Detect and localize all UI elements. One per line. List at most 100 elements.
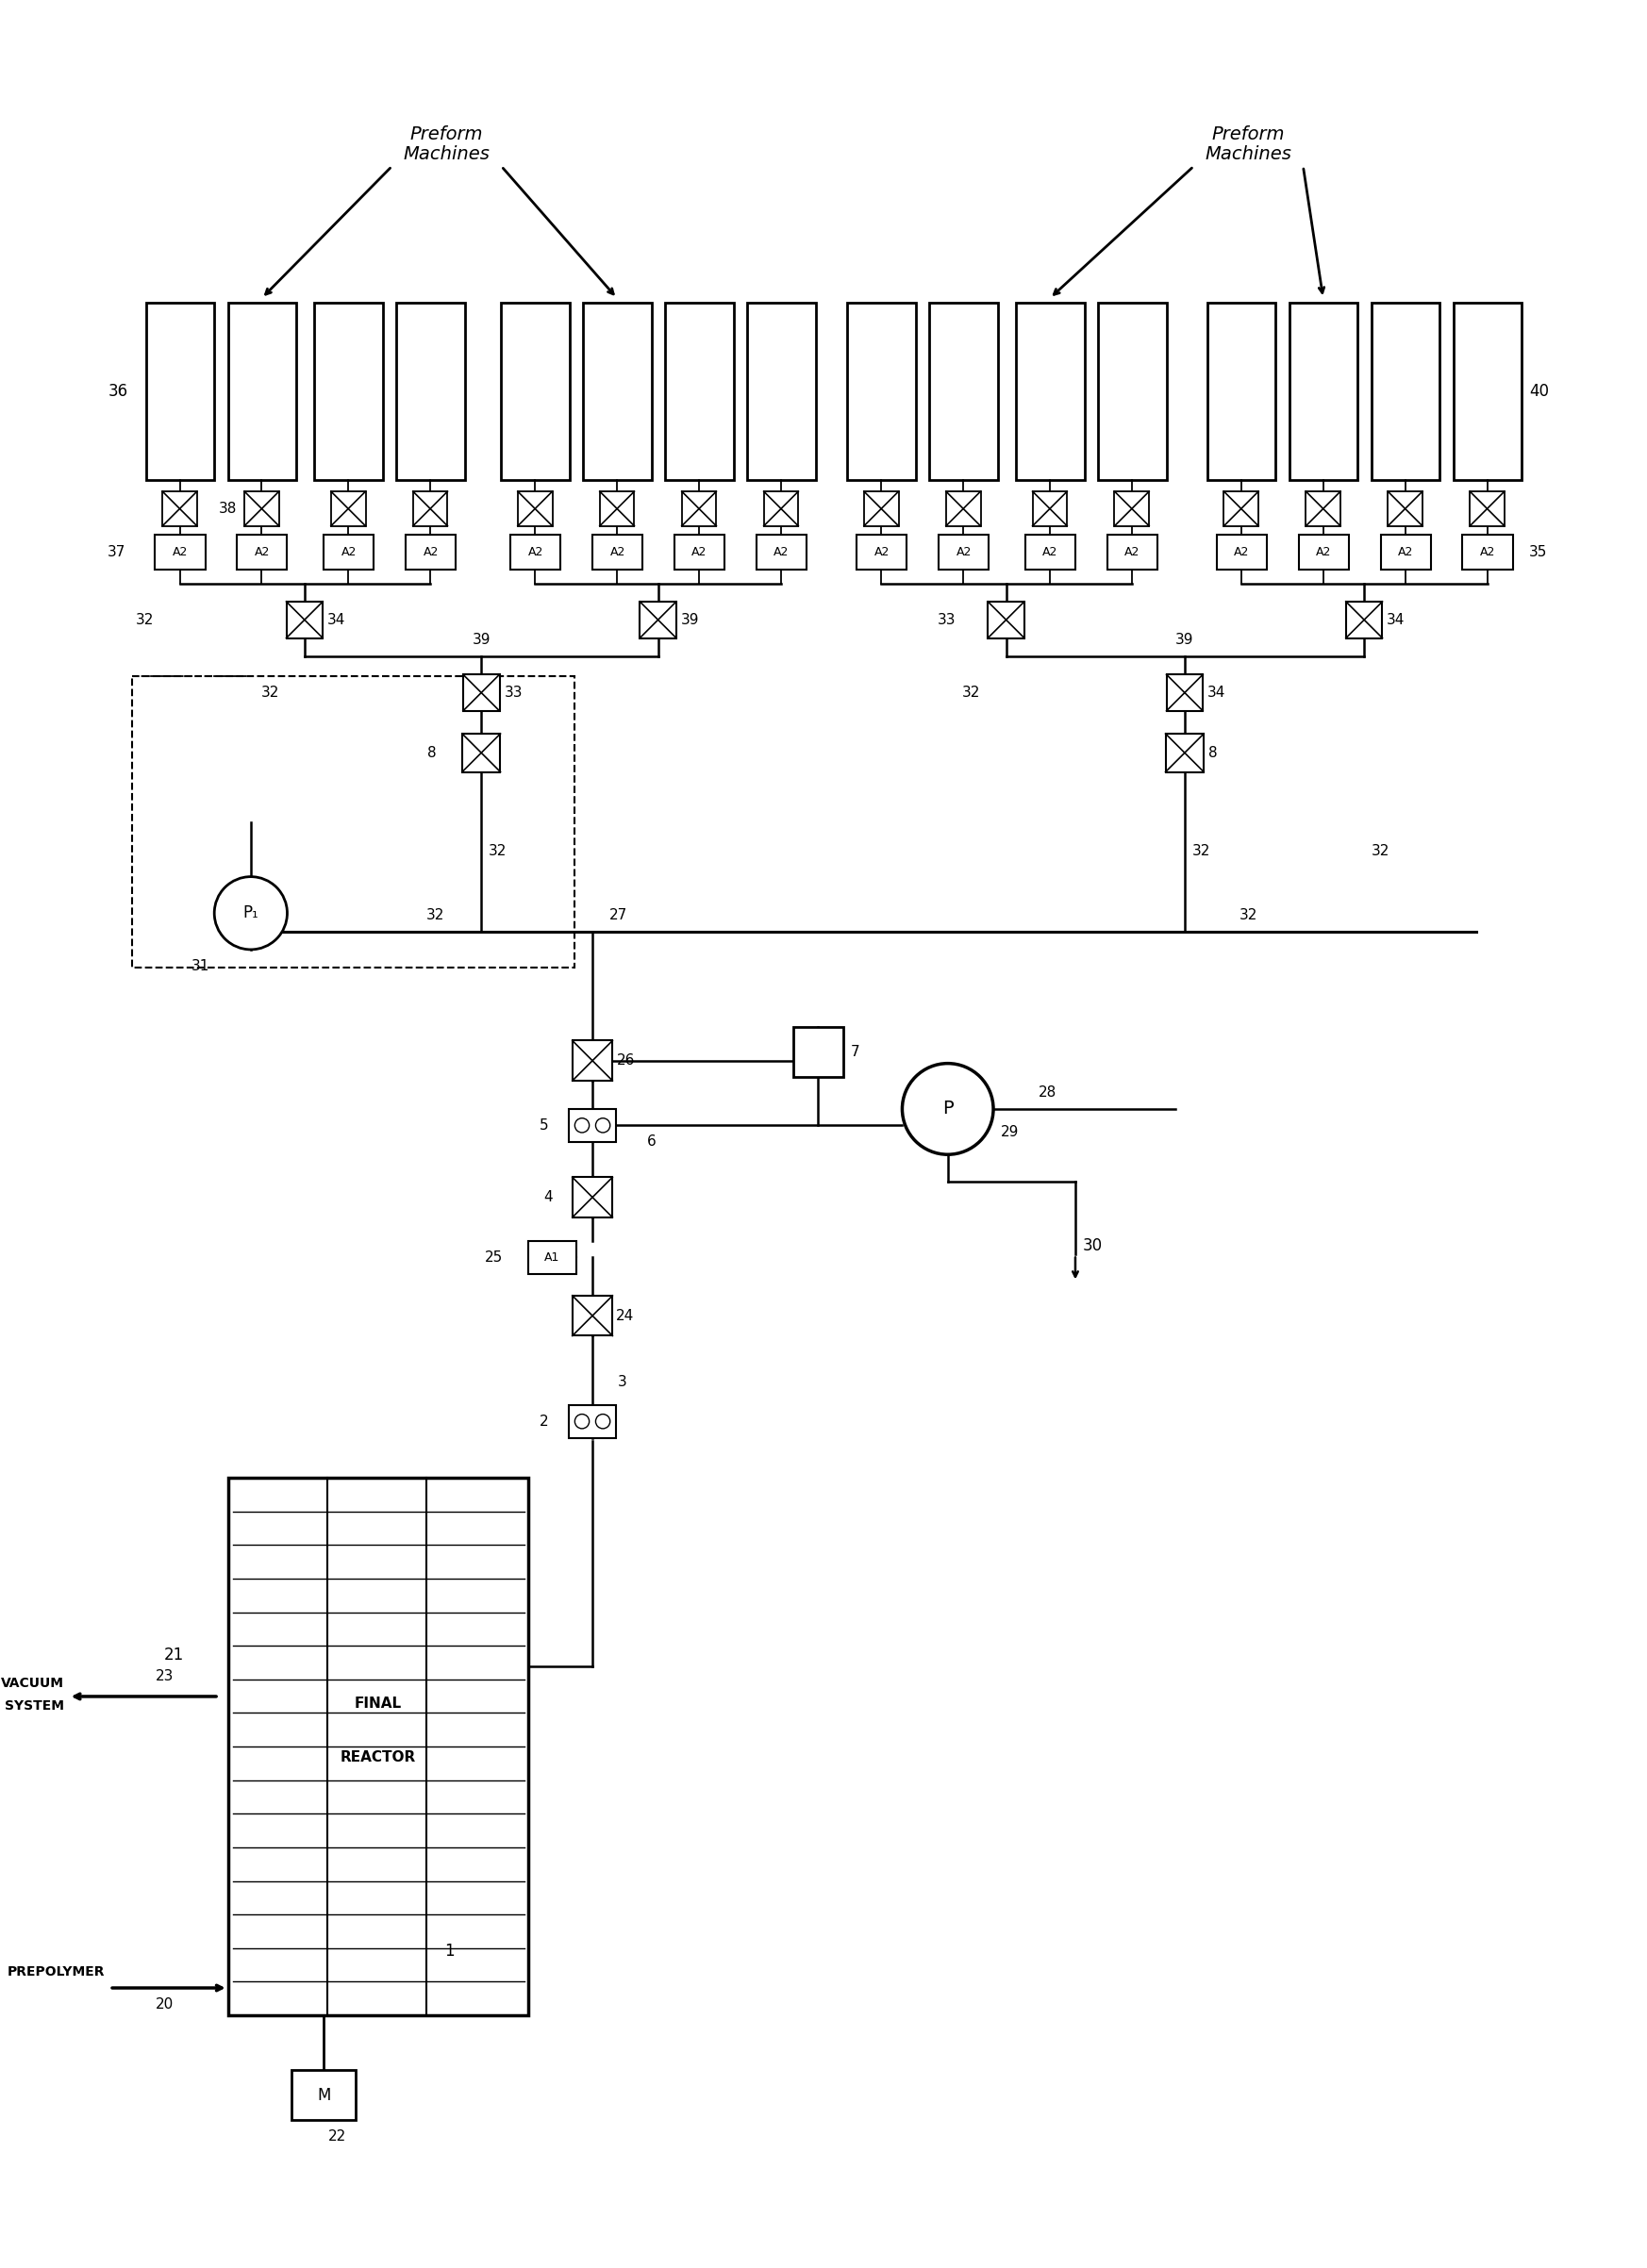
- Bar: [939, 535, 988, 569]
- Text: 32: 32: [962, 685, 980, 701]
- Text: 7: 7: [850, 1046, 860, 1059]
- Bar: [324, 535, 374, 569]
- Text: A2: A2: [1043, 547, 1057, 558]
- Text: SYSTEM: SYSTEM: [5, 1699, 64, 1712]
- Bar: [292, 2071, 356, 2121]
- Bar: [147, 304, 214, 481]
- Bar: [287, 601, 323, 637]
- Text: 28: 28: [1039, 1086, 1057, 1100]
- Circle shape: [575, 1415, 590, 1429]
- Bar: [132, 676, 575, 968]
- Text: 20: 20: [155, 1998, 173, 2012]
- Bar: [639, 601, 677, 637]
- Text: 36: 36: [107, 383, 128, 399]
- Text: A2: A2: [875, 547, 889, 558]
- Text: 39: 39: [1176, 633, 1194, 646]
- Bar: [1388, 492, 1423, 526]
- Bar: [665, 304, 733, 481]
- Text: REACTOR: REACTOR: [341, 1751, 417, 1765]
- Text: 34: 34: [1207, 685, 1225, 701]
- Text: A2: A2: [527, 547, 544, 558]
- Text: 32: 32: [260, 685, 278, 701]
- Text: 32: 32: [489, 844, 507, 857]
- Text: P₁: P₁: [242, 905, 259, 921]
- Text: 35: 35: [1528, 544, 1547, 560]
- Text: PREPOLYMER: PREPOLYMER: [7, 1964, 105, 1978]
- Text: Preform: Preform: [410, 125, 483, 143]
- Text: A2: A2: [774, 547, 789, 558]
- Text: 39: 39: [680, 612, 700, 626]
- Text: 34: 34: [328, 612, 346, 626]
- Bar: [1463, 535, 1512, 569]
- Text: 38: 38: [219, 501, 237, 515]
- Text: 4: 4: [544, 1191, 552, 1204]
- Bar: [413, 492, 448, 526]
- Text: A2: A2: [254, 547, 270, 558]
- Bar: [163, 492, 198, 526]
- Bar: [1380, 535, 1431, 569]
- Bar: [227, 304, 296, 481]
- Text: A2: A2: [1398, 547, 1413, 558]
- Circle shape: [596, 1118, 609, 1132]
- Text: 6: 6: [647, 1134, 656, 1150]
- Text: 23: 23: [155, 1669, 173, 1683]
- Bar: [674, 535, 725, 569]
- Text: A2: A2: [423, 547, 438, 558]
- Circle shape: [596, 1415, 609, 1429]
- Text: A2: A2: [173, 547, 188, 558]
- Bar: [856, 535, 907, 569]
- Text: 32: 32: [1239, 907, 1258, 923]
- Text: 34: 34: [1387, 612, 1405, 626]
- Text: 5: 5: [540, 1118, 548, 1132]
- Bar: [1024, 535, 1075, 569]
- Text: A2: A2: [1234, 547, 1250, 558]
- Bar: [1469, 492, 1504, 526]
- Bar: [792, 1027, 843, 1077]
- Bar: [573, 1041, 613, 1082]
- Text: 32: 32: [137, 612, 155, 626]
- Text: 1: 1: [445, 1941, 455, 1960]
- Bar: [405, 535, 456, 569]
- Text: P: P: [942, 1100, 954, 1118]
- Text: 27: 27: [609, 907, 628, 923]
- Bar: [865, 492, 899, 526]
- Text: 2: 2: [540, 1415, 548, 1429]
- Bar: [1107, 535, 1158, 569]
- Bar: [463, 674, 499, 710]
- Text: A2: A2: [692, 547, 707, 558]
- Bar: [1016, 304, 1084, 481]
- Bar: [568, 1404, 616, 1438]
- Text: 32: 32: [1372, 844, 1390, 857]
- Circle shape: [214, 878, 287, 950]
- Bar: [1166, 733, 1204, 771]
- Text: A2: A2: [1316, 547, 1331, 558]
- Bar: [1224, 492, 1258, 526]
- Bar: [600, 492, 634, 526]
- Bar: [764, 492, 799, 526]
- Bar: [1290, 304, 1357, 481]
- Text: 37: 37: [107, 544, 127, 560]
- Text: 29: 29: [1001, 1125, 1019, 1139]
- Bar: [945, 492, 980, 526]
- Text: A2: A2: [1481, 547, 1495, 558]
- Text: 8: 8: [428, 746, 436, 760]
- Bar: [573, 1177, 613, 1218]
- Text: 32: 32: [427, 907, 445, 923]
- Bar: [929, 304, 998, 481]
- Bar: [1115, 492, 1150, 526]
- Bar: [1372, 304, 1439, 481]
- Bar: [583, 304, 652, 481]
- Text: A2: A2: [609, 547, 626, 558]
- Bar: [315, 304, 382, 481]
- Text: 31: 31: [191, 959, 209, 973]
- Bar: [1306, 492, 1341, 526]
- Bar: [1099, 304, 1166, 481]
- Text: 30: 30: [1082, 1236, 1102, 1254]
- Bar: [1166, 674, 1202, 710]
- Text: M: M: [316, 2087, 331, 2102]
- Text: Machines: Machines: [404, 145, 491, 163]
- Circle shape: [575, 1118, 590, 1132]
- Bar: [1033, 492, 1067, 526]
- Bar: [463, 733, 501, 771]
- Text: 8: 8: [1209, 746, 1217, 760]
